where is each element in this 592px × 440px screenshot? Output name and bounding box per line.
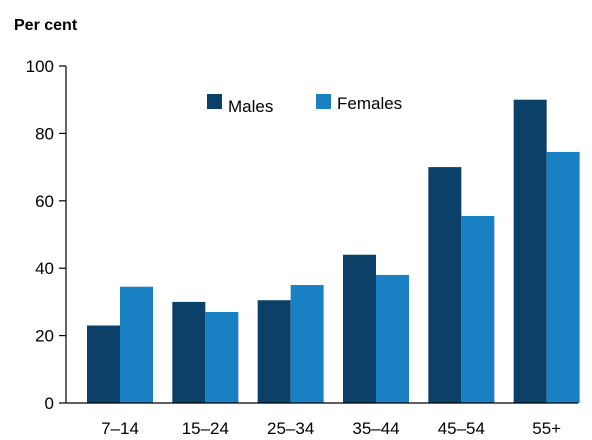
y-tick-label: 40 bbox=[35, 259, 54, 278]
y-tick-label: 60 bbox=[35, 192, 54, 211]
legend-swatch-males bbox=[207, 94, 222, 109]
legend-label-males: Males bbox=[228, 97, 273, 116]
y-tick-label: 0 bbox=[45, 394, 54, 413]
x-tick-label: 45–54 bbox=[438, 419, 485, 438]
legend-label-females: Females bbox=[337, 94, 402, 113]
bar-females-4 bbox=[461, 215, 495, 403]
bar-females-1 bbox=[205, 312, 239, 403]
bar-males-2 bbox=[257, 300, 291, 403]
bar-females-3 bbox=[376, 274, 409, 403]
bar-females-0 bbox=[120, 286, 153, 403]
bar-males-3 bbox=[343, 254, 376, 403]
bar-males-5 bbox=[513, 99, 547, 403]
x-tick-label: 25–34 bbox=[267, 419, 314, 438]
x-tick-label: 35–44 bbox=[352, 419, 399, 438]
y-tick-label: 100 bbox=[26, 57, 54, 76]
x-tick-label: 15–24 bbox=[182, 419, 229, 438]
bar-females-2 bbox=[290, 285, 324, 403]
bar-males-4 bbox=[428, 167, 462, 403]
bar-males-0 bbox=[87, 325, 120, 403]
legend-swatch-females bbox=[316, 94, 331, 109]
x-tick-label: 55+ bbox=[532, 419, 561, 438]
legend: Males Females bbox=[207, 94, 402, 116]
y-tick-label: 20 bbox=[35, 327, 54, 346]
y-tick-label: 80 bbox=[35, 124, 54, 143]
x-tick-label: 7–14 bbox=[101, 419, 139, 438]
y-axis-label: Per cent bbox=[14, 17, 78, 34]
bar-females-5 bbox=[546, 151, 580, 403]
bar-males-1 bbox=[172, 301, 206, 403]
